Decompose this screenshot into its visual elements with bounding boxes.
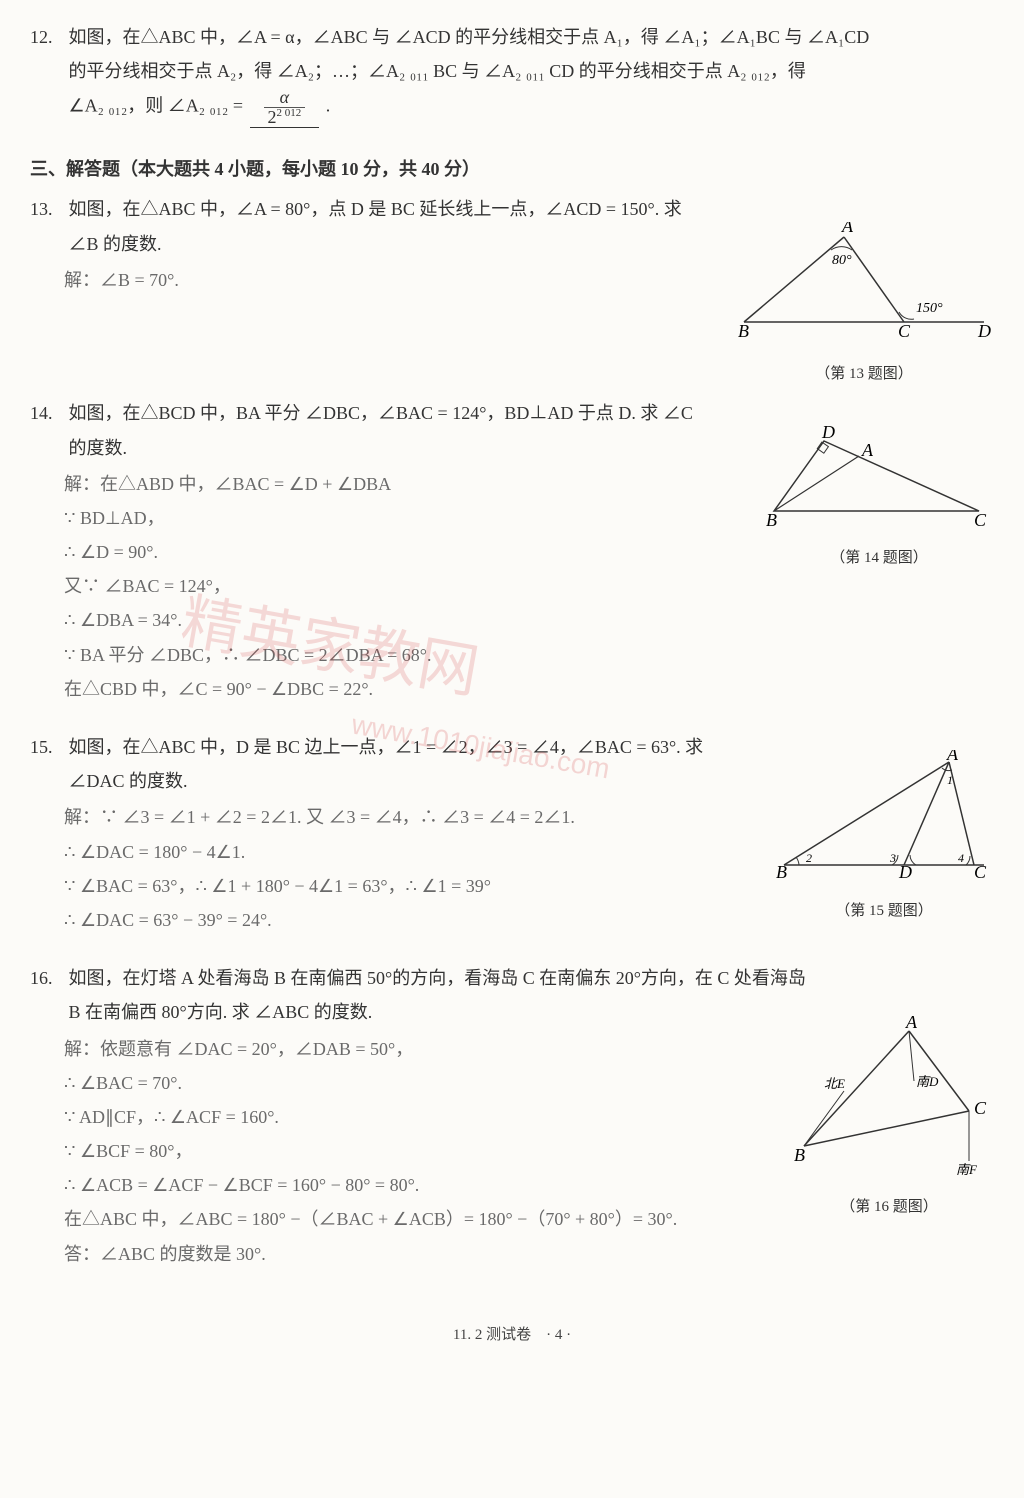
problem-12: 12. 如图，在△ABC 中，∠A = α，∠ABC 与 ∠ACD 的平分线相交… <box>30 20 994 128</box>
svg-text:D: D <box>898 862 912 880</box>
svg-text:80°: 80° <box>832 253 852 268</box>
q14-sol-6: ∵ BA 平分 ∠DBC，∴ ∠DBC = 2∠DBA = 68°. <box>64 638 994 672</box>
svg-text:B: B <box>766 510 777 526</box>
q16-sol-7: 答：∠ABC 的度数是 30°. <box>64 1237 994 1271</box>
svg-text:B: B <box>776 862 787 880</box>
q16-text1: 如图，在灯塔 A 处看海岛 B 在南偏西 50°的方向，看海岛 C 在南偏东 2… <box>69 968 806 988</box>
q16-svg: A B C 南D 北E 南F <box>784 1016 994 1176</box>
q14-num: 14. <box>30 396 64 430</box>
q13-figure: A B C D 80° 150° （第 13 题图） <box>734 222 994 388</box>
q12-line2: 的平分线相交于点 A₂，得 ∠A₂；…；∠A₂ ₀₁₁ BC 与 ∠A₂ ₀₁₁… <box>69 61 806 81</box>
svg-text:4: 4 <box>958 851 964 865</box>
svg-text:150°: 150° <box>916 301 943 316</box>
q13-svg: A B C D 80° 150° <box>734 222 994 342</box>
svg-text:B: B <box>738 321 749 341</box>
svg-text:3: 3 <box>889 851 896 865</box>
q13-body: 如图，在△ABC 中，∠A = 80°，点 D 是 BC 延长线上一点，∠ACD… <box>69 192 709 260</box>
svg-text:2: 2 <box>806 851 812 865</box>
q12-line1: 如图，在△ABC 中，∠A = α，∠ABC 与 ∠ACD 的平分线相交于点 A… <box>69 27 870 47</box>
q15-caption: （第 15 题图） <box>774 897 994 926</box>
q12-body: 如图，在△ABC 中，∠A = α，∠ABC 与 ∠ACD 的平分线相交于点 A… <box>69 20 969 128</box>
svg-text:D: D <box>821 426 835 442</box>
problem-13: 13. 如图，在△ABC 中，∠A = 80°，点 D 是 BC 延长线上一点，… <box>30 192 994 372</box>
q14-sol-4: 又∵ ∠BAC = 124°， <box>64 569 994 603</box>
q14-body: 如图，在△BCD 中，BA 平分 ∠DBC，∠BAC = 124°，BD⊥AD … <box>69 396 709 464</box>
svg-text:南D: 南D <box>916 1074 939 1089</box>
q15-text: 如图，在△ABC 中，D 是 BC 边上一点，∠1 = ∠2，∠3 = ∠4，∠… <box>69 737 704 791</box>
q12-frac-den-exp: 2 012 <box>277 107 302 119</box>
problem-15: 15. 如图，在△ABC 中，D 是 BC 边上一点，∠1 = ∠2，∠3 = … <box>30 730 994 937</box>
q12-frac-num: α <box>264 88 306 107</box>
q12-line3b: . <box>326 96 331 116</box>
problem-16: 16. 如图，在灯塔 A 处看海岛 B 在南偏西 50°的方向，看海岛 C 在南… <box>30 961 994 1271</box>
q15-num: 15. <box>30 730 64 764</box>
svg-text:A: A <box>861 440 874 460</box>
q14-text: 如图，在△BCD 中，BA 平分 ∠DBC，∠BAC = 124°，BD⊥AD … <box>69 403 693 457</box>
q16-figure: A B C 南D 北E 南F （第 16 题图） <box>784 1016 994 1222</box>
q13-caption: （第 13 题图） <box>734 360 994 389</box>
svg-text:南F: 南F <box>956 1162 978 1176</box>
page-footer: 11. 2 测试卷 · 4 · <box>30 1321 994 1350</box>
svg-text:A: A <box>946 750 959 764</box>
svg-text:A: A <box>841 222 854 236</box>
problem-14: 14. 如图，在△BCD 中，BA 平分 ∠DBC，∠BAC = 124°，BD… <box>30 396 994 706</box>
q14-caption: （第 14 题图） <box>764 544 994 573</box>
svg-text:C: C <box>974 510 987 526</box>
q14-svg: D A B C <box>764 426 994 526</box>
q12-answer: α 22 012 <box>250 88 320 128</box>
q16-num: 16. <box>30 961 64 995</box>
svg-text:A: A <box>905 1016 918 1032</box>
q14-sol-5: ∴ ∠DBA = 34°. <box>64 603 994 637</box>
q14-figure: D A B C （第 14 题图） <box>764 426 994 572</box>
q15-figure: A B D C 1 2 3 4 （第 15 题图） <box>774 750 994 926</box>
q12-frac-den-base: 2 <box>268 107 277 127</box>
svg-text:1: 1 <box>947 773 953 787</box>
q13-text: 如图，在△ABC 中，∠A = 80°，点 D 是 BC 延长线上一点，∠ACD… <box>69 199 682 253</box>
q16-text2: B 在南偏西 80°方向. 求 ∠ABC 的度数. <box>69 1002 373 1022</box>
svg-text:北E: 北E <box>824 1076 845 1091</box>
q15-body: 如图，在△ABC 中，D 是 BC 边上一点，∠1 = ∠2，∠3 = ∠4，∠… <box>69 730 709 798</box>
svg-text:C: C <box>898 321 911 341</box>
svg-text:B: B <box>794 1145 805 1165</box>
svg-text:C: C <box>974 1098 987 1118</box>
q16-caption: （第 16 题图） <box>784 1193 994 1222</box>
q13-num: 13. <box>30 192 64 226</box>
section-3-title: 三、解答题（本大题共 4 小题，每小题 10 分，共 40 分） <box>30 152 994 186</box>
q12-line3a: ∠A₂ ₀₁₂，则 ∠A₂ ₀₁₂ = <box>69 96 244 116</box>
q14-sol-7: 在△CBD 中，∠C = 90° − ∠DBC = 22°. <box>64 672 994 706</box>
q15-svg: A B D C 1 2 3 4 <box>774 750 994 880</box>
q12-num: 12. <box>30 20 64 54</box>
svg-text:C: C <box>974 862 987 880</box>
svg-text:D: D <box>977 321 991 341</box>
